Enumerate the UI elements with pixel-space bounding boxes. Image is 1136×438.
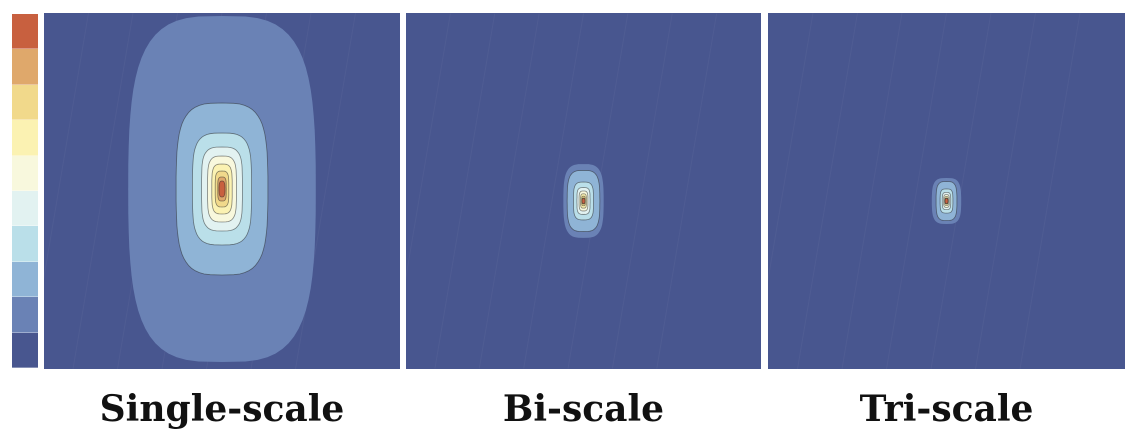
contour-level <box>218 180 226 198</box>
caption-bi-scale: Bi-scale <box>502 388 665 430</box>
colorbar <box>12 14 38 369</box>
contour-plot-single-scale <box>44 13 400 369</box>
caption-single-scale: Single-scale <box>99 388 345 430</box>
contour-panel-bi-scale <box>406 13 761 369</box>
mesh-line <box>72 13 134 369</box>
mesh-line <box>930 13 992 369</box>
contour-level <box>944 198 949 204</box>
caption-tri-scale: Tri-scale <box>859 388 1034 430</box>
colorbar-swatch <box>12 332 38 369</box>
mesh-line <box>1019 13 1081 369</box>
mesh-line <box>523 13 584 369</box>
mesh-line <box>797 13 858 369</box>
contour-plot-tri-scale <box>768 13 1125 369</box>
colorbar-swatch <box>12 297 38 333</box>
mesh-line <box>886 13 947 369</box>
colorbar-swatch <box>12 14 38 50</box>
mesh-line <box>841 13 903 369</box>
contour-level <box>581 198 586 204</box>
contour-plot-bi-scale <box>406 13 761 369</box>
colorbar-swatch <box>12 49 38 85</box>
colorbar-swatch <box>12 84 38 121</box>
contour-panel-single-scale <box>44 13 400 369</box>
mesh-line <box>975 13 1036 369</box>
contour-panel-tri-scale <box>768 13 1125 369</box>
colorbar-swatch <box>12 226 38 262</box>
colorbar-swatch <box>12 261 38 298</box>
colorbar-swatch <box>12 120 38 156</box>
mesh-line <box>406 13 451 280</box>
colorbar-swatch <box>12 191 38 227</box>
colorbar-swatch <box>12 155 38 192</box>
mesh-line <box>434 13 496 369</box>
mesh-line <box>44 13 89 281</box>
mesh-line <box>656 13 718 369</box>
mesh-line <box>478 13 540 369</box>
mesh-line <box>768 13 814 284</box>
mesh-line <box>611 13 673 369</box>
